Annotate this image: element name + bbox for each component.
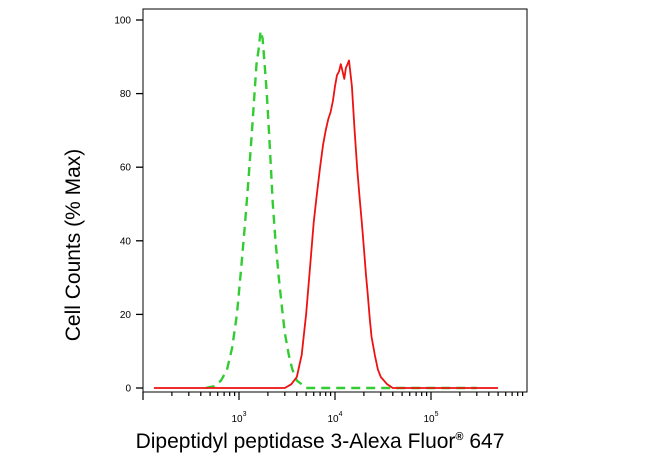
x-tick-base: 10 — [423, 414, 435, 425]
series-line-1 — [205, 29, 477, 390]
y-tick-label: 20 — [120, 310, 132, 321]
x-axis-title-tail: 647 — [464, 430, 505, 453]
y-axis-title: Cell Counts (% Max) — [62, 149, 85, 342]
x-tick-label: 104 — [327, 411, 342, 425]
x-axis-title-main: Dipeptidyl peptidase 3-Alexa Fluor — [136, 430, 456, 453]
x-axis-ticks: 103 104 105 — [142, 392, 524, 425]
x-tick-base: 10 — [327, 414, 339, 425]
series-line-2 — [153, 59, 499, 389]
plot-frame — [142, 8, 528, 393]
y-tick-label: 80 — [120, 89, 132, 100]
series-layer — [153, 29, 499, 390]
y-axis-ticks: 0 20 40 60 80 100 — [114, 16, 143, 395]
x-tick-exponent: 3 — [243, 411, 247, 418]
x-axis-title-registered-mark: ® — [455, 431, 463, 443]
x-tick-exponent: 5 — [435, 411, 439, 418]
x-tick-base: 10 — [231, 414, 243, 425]
y-tick-label: 0 — [125, 384, 131, 395]
y-tick-label: 40 — [120, 236, 132, 247]
x-axis-title: Dipeptidyl peptidase 3-Alexa Fluor® 647 — [136, 430, 505, 453]
x-tick-label: 103 — [231, 411, 246, 425]
x-tick-exponent: 4 — [339, 411, 343, 418]
y-tick-label: 100 — [114, 16, 131, 27]
y-tick-label: 60 — [120, 163, 132, 174]
x-tick-label: 105 — [423, 411, 438, 425]
